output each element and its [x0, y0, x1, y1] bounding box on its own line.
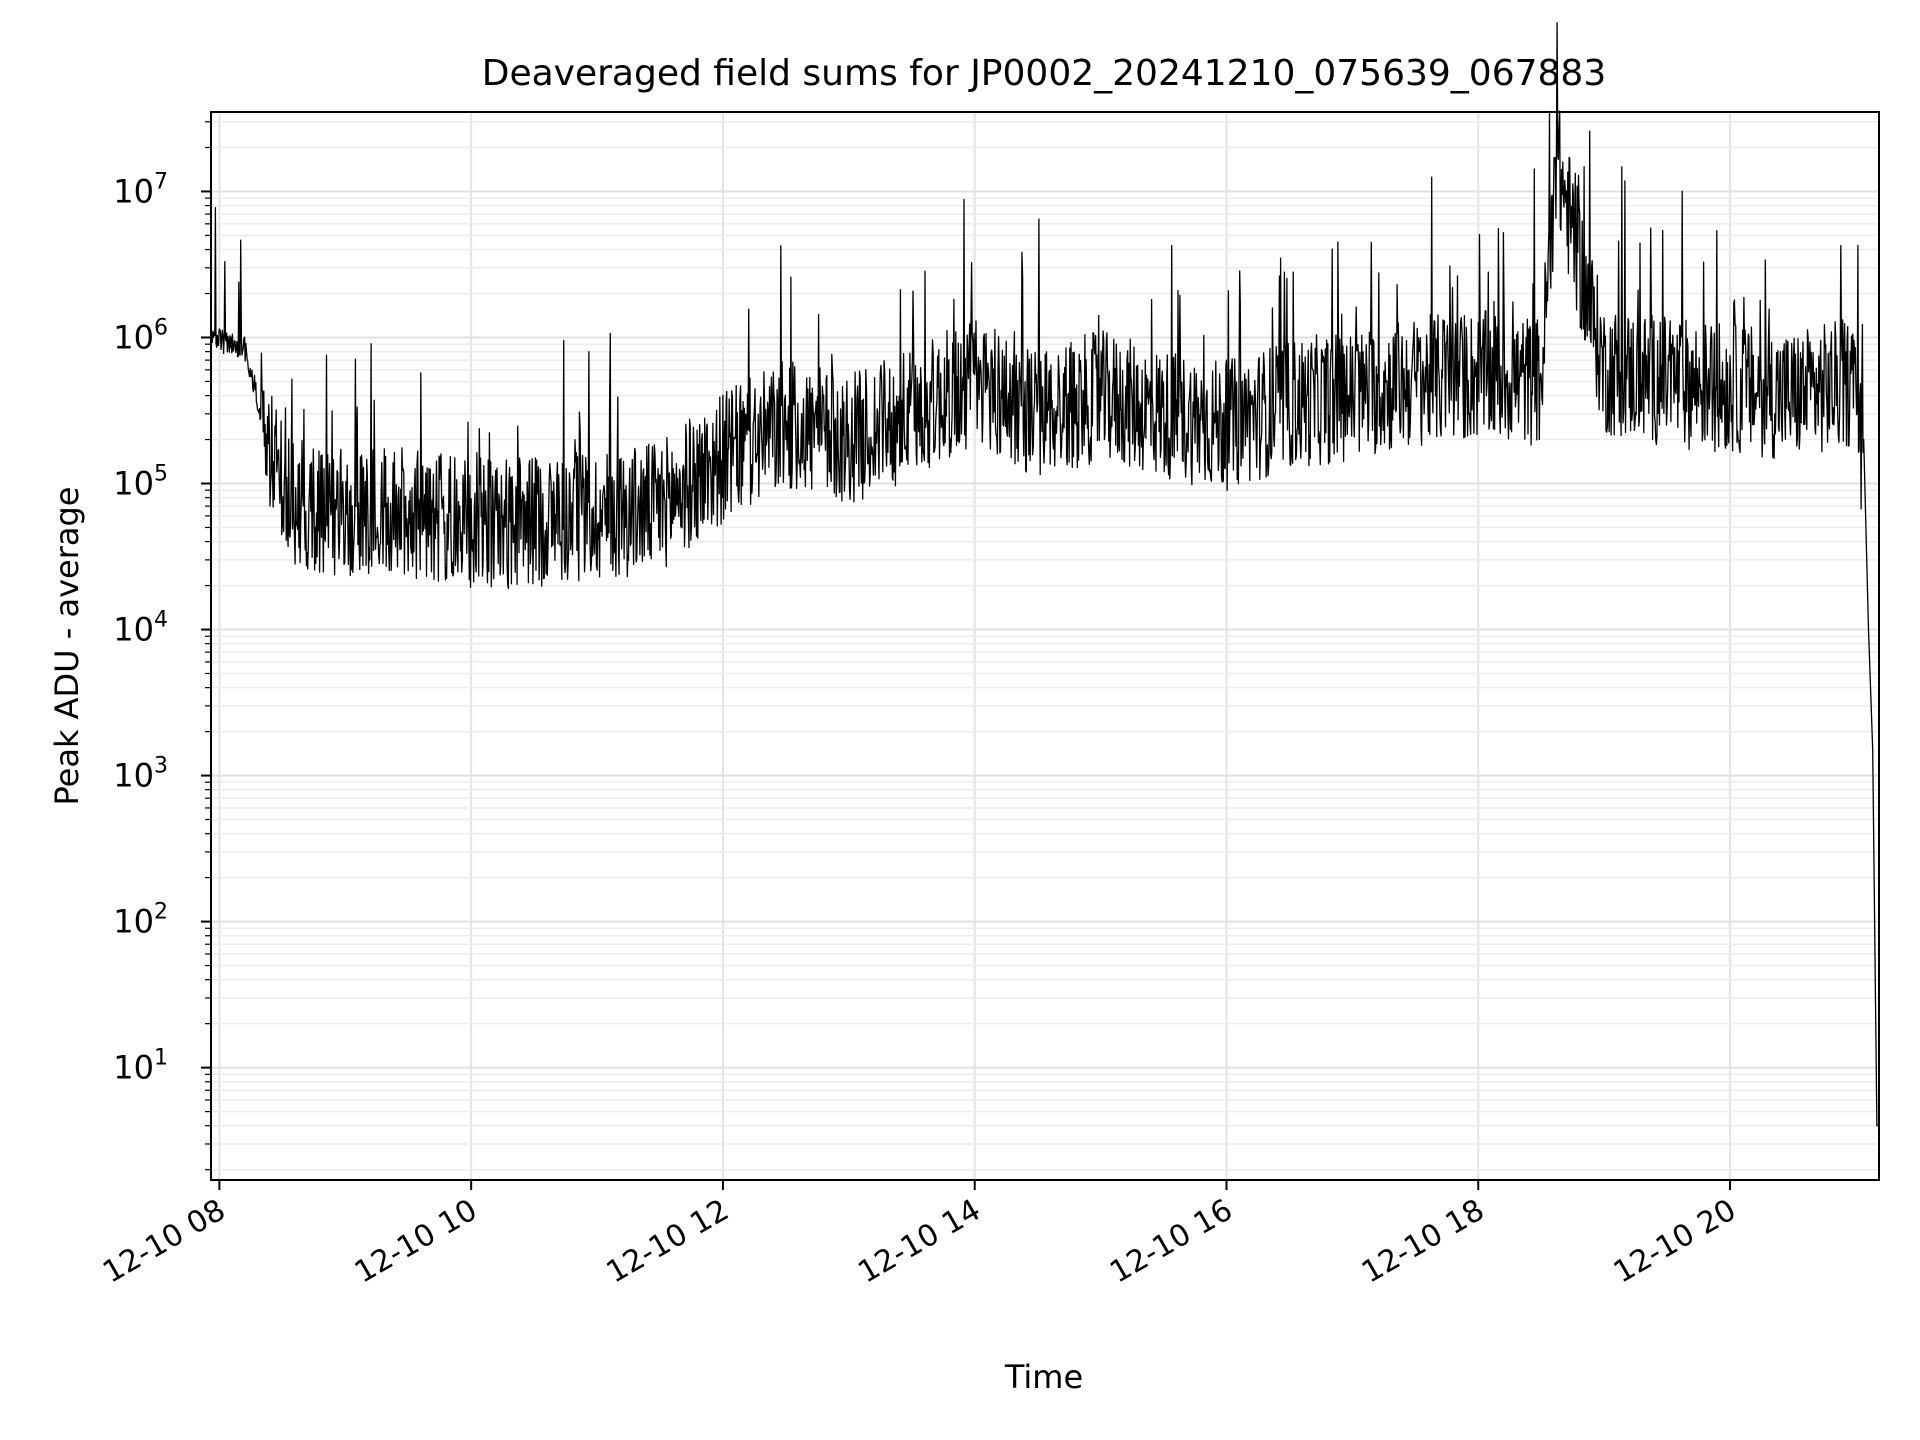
y-tick-label: 106 — [113, 315, 168, 356]
y-tick-label: 107 — [113, 169, 168, 210]
y-tick-label: 105 — [113, 462, 168, 503]
ticks — [201, 121, 1732, 1190]
y-tick-label: 101 — [113, 1046, 168, 1087]
plot-frame — [210, 111, 1880, 1181]
y-axis-label: Peak ADU - average — [48, 487, 86, 806]
series-line — [210, 22, 1879, 1127]
y-tick-label: 104 — [113, 608, 168, 649]
grid — [211, 112, 1879, 1180]
y-tick-labels: 101 102 103 104 105 106 107 — [113, 169, 168, 1086]
y-tick-label: 103 — [113, 754, 168, 795]
x-axis-label: Time — [1004, 1358, 1083, 1396]
series-path — [210, 22, 1879, 1127]
chart-title: Deaveraged field sums for JP0002_2024121… — [482, 53, 1606, 94]
y-tick-label: 102 — [113, 900, 168, 941]
